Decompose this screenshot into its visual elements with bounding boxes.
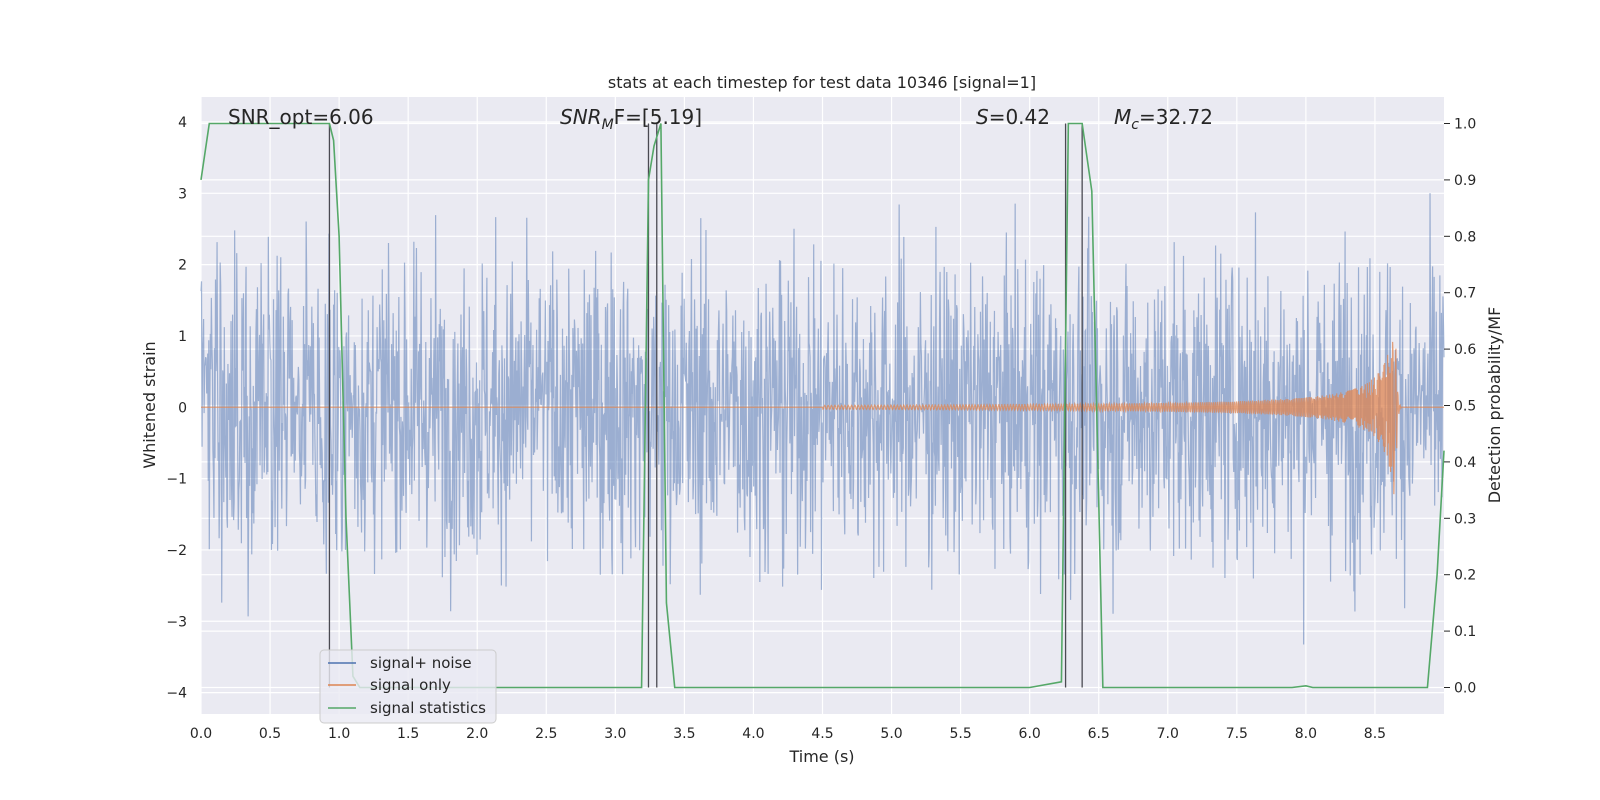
annotation-mc-var: M	[1114, 105, 1131, 129]
legend-label-signal-plus-noise: signal+ noise	[370, 654, 472, 672]
y-left-tick-label: −2	[166, 543, 187, 559]
y-right-axis-label: Detection probability/MF	[1485, 307, 1504, 504]
x-tick-label: 2.0	[466, 726, 488, 742]
y-right-tick-label: 0.3	[1454, 511, 1476, 527]
x-tick-label: 3.5	[673, 726, 695, 742]
y-left-tick-label: 1	[178, 329, 187, 345]
annotation-snr-mf-sub: M	[602, 117, 614, 133]
x-tick-label: 5.0	[880, 726, 902, 742]
annotation-snr-mf-rest: F=[5.19]	[614, 105, 702, 129]
x-tick-label: 8.0	[1295, 726, 1317, 742]
x-tick-label: 6.0	[1019, 726, 1041, 742]
x-tick-label: 0.5	[259, 726, 281, 742]
annotation-snr-mf-main: SNR	[560, 105, 602, 129]
y-left-tick-labels: 4 3 2 1 0 −1 −2 −3 −4	[166, 115, 187, 702]
y-right-tick-label: 1.0	[1454, 117, 1476, 133]
series-signal-statistics	[200, 122, 1445, 689]
annotation-mc: Mc=32.72	[1114, 105, 1213, 133]
y-left-tick-label: 0	[178, 400, 187, 416]
legend-box	[319, 649, 497, 724]
series-signal-only	[201, 341, 1444, 495]
x-tick-label: 7.0	[1157, 726, 1179, 742]
annotation-s-rest: =0.42	[989, 105, 1050, 129]
y-left-tick-label: −1	[166, 472, 187, 488]
series-signal-plus-noise	[200, 193, 1445, 645]
x-tick-label: 6.5	[1088, 726, 1110, 742]
x-tick-label: 1.0	[328, 726, 350, 742]
x-tick-label: 8.5	[1364, 726, 1386, 742]
annotation-mc-rest: =32.72	[1139, 105, 1213, 129]
x-tick-label: 3.0	[604, 726, 626, 742]
y-right-tick-label: 0.8	[1454, 229, 1476, 245]
x-tick-label: 1.5	[397, 726, 419, 742]
y-left-axis-label: Whitened strain	[140, 341, 159, 468]
y-right-tick-label: 0.2	[1454, 568, 1476, 584]
legend: signal+ noise signal only signal statist…	[319, 649, 497, 724]
x-tick-label: 0.0	[190, 726, 212, 742]
y-right-tick-labels: 1.0 0.9 0.8 0.7 0.6 0.5 0.4 0.3 0.2 0.1 0.0	[1444, 117, 1476, 696]
legend-label-signal-only: signal only	[370, 676, 451, 694]
y-right-tick-label: 0.4	[1454, 455, 1476, 471]
y-left-tick-label: 3	[178, 186, 187, 202]
annotation-snr-opt: SNR_opt=6.06	[228, 105, 374, 129]
x-tick-label: 5.5	[949, 726, 971, 742]
annotation-s-var: S	[976, 105, 989, 129]
annotation-mc-sub: c	[1131, 117, 1139, 133]
y-right-tick-label: 0.0	[1454, 680, 1476, 696]
y-left-tick-label: 2	[178, 258, 187, 274]
stats-line	[200, 122, 1445, 689]
y-right-tick-label: 0.9	[1454, 173, 1476, 189]
y-right-tick-label: 0.1	[1454, 624, 1476, 640]
x-tick-labels: 0.0 0.5 1.0 1.5 2.0 2.5 3.0 3.5 4.0 4.5 5.0 5.5 6.0 6…	[190, 726, 1386, 742]
y-right-tick-label: 0.6	[1454, 342, 1476, 358]
x-tick-label: 4.5	[811, 726, 833, 742]
x-axis-label: Time (s)	[788, 747, 854, 766]
noise-line	[200, 193, 1445, 645]
annotation-snr-mf: SNRMF=[5.19]	[560, 105, 702, 133]
signal-line	[201, 341, 1444, 495]
y-right-tick-label: 0.5	[1454, 399, 1476, 415]
annotation-s: S=0.42	[976, 105, 1050, 129]
legend-label-signal-statistics: signal statistics	[370, 699, 486, 717]
y-right-tick-label: 0.7	[1454, 286, 1476, 302]
y-left-tick-label: −3	[166, 614, 187, 630]
y-left-tick-label: −4	[166, 686, 187, 702]
x-tick-label: 4.0	[742, 726, 764, 742]
x-tick-label: 2.5	[535, 726, 557, 742]
chart-title: stats at each timestep for test data 103…	[608, 73, 1036, 92]
y-left-tick-label: 4	[178, 115, 187, 131]
x-tick-label: 7.5	[1226, 726, 1248, 742]
